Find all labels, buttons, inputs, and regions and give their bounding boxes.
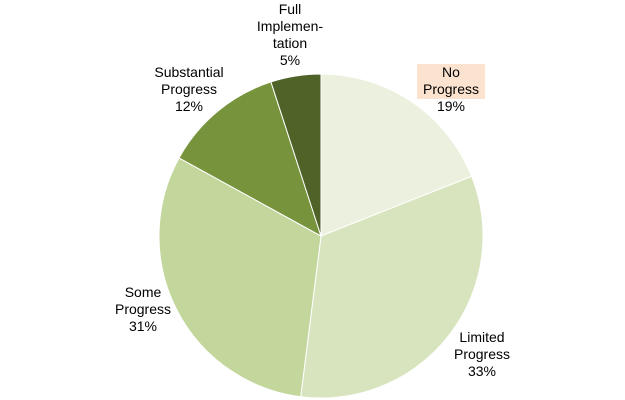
slice-value-label: 31% (129, 318, 157, 334)
slice-label-text: Implemen- (257, 18, 323, 34)
pie-slice-some-progress (158, 157, 322, 398)
slice-value-label: 33% (468, 363, 496, 379)
slice-label-text: Full (279, 1, 302, 17)
slice-label-text: Progress (115, 301, 171, 317)
pie-slice-substantial-progress (178, 81, 322, 238)
slice-label-text: Progress (454, 346, 510, 362)
slice-label-text: Progress (423, 81, 479, 97)
slice-label-text: tation (273, 35, 307, 51)
pie-labels: NoProgress19%LimitedProgress33%SomeProgr… (115, 1, 510, 379)
slice-label-text: Some (125, 284, 162, 300)
pie-slice-full-implemen-tation (270, 73, 322, 237)
slice-label-text: Progress (161, 81, 217, 97)
label-highlight (417, 64, 485, 99)
slice-value-label: 12% (175, 98, 203, 114)
slice-value-label: 19% (437, 98, 465, 114)
slice-label-text: Substantial (154, 64, 223, 80)
slice-label-text: No (442, 64, 460, 80)
pie-slice-no-progress (320, 73, 473, 237)
slice-value-label: 5% (280, 52, 300, 68)
pie-slices (158, 73, 484, 399)
pie-slice-limited-progress (300, 175, 484, 399)
slice-label-text: Limited (459, 329, 504, 345)
